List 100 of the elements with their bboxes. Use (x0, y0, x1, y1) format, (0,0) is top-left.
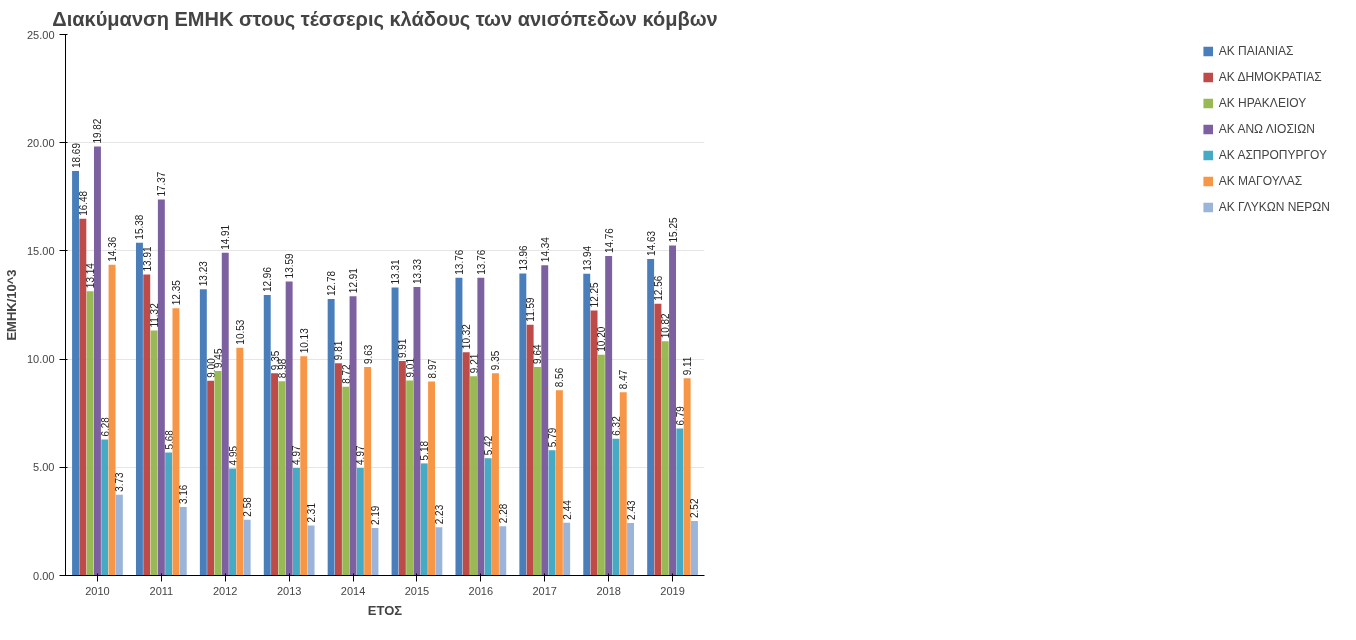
x-tick-label: 2017 (532, 584, 557, 597)
data-label: 5.18 (419, 440, 431, 461)
data-label: 14.91 (220, 224, 232, 250)
data-label: 12.35 (170, 279, 182, 306)
bar (470, 376, 478, 576)
bar (541, 265, 549, 576)
data-label: 10.82 (660, 312, 672, 339)
bar (398, 361, 406, 576)
x-tick-label: 2011 (149, 584, 174, 597)
data-label: 16.48 (77, 190, 89, 216)
bar (406, 380, 414, 576)
data-label: 2.28 (497, 503, 509, 524)
data-label: 13.31 (390, 259, 402, 285)
bar (435, 527, 443, 576)
bar (484, 458, 492, 576)
bar (307, 525, 315, 576)
bar (101, 439, 109, 576)
data-label: 19.82 (92, 118, 104, 144)
data-label: 11.59 (525, 296, 537, 322)
data-label: 13.33 (411, 258, 423, 285)
data-label: 13.94 (581, 245, 593, 271)
data-label: 12.78 (326, 270, 338, 296)
bar (619, 392, 627, 576)
bar (605, 256, 613, 576)
data-label: 9.35 (490, 350, 502, 371)
data-label: 8.56 (554, 367, 566, 388)
bar (86, 291, 94, 576)
data-label: 13.14 (85, 262, 97, 289)
data-label: 9.91 (397, 338, 409, 359)
bar (533, 366, 541, 576)
bar (647, 258, 655, 576)
bar (477, 277, 485, 576)
bar (690, 520, 698, 576)
bar (676, 428, 684, 576)
bar (327, 298, 335, 576)
bar (612, 438, 620, 576)
data-label: 8.72 (340, 363, 352, 384)
bar (271, 373, 279, 576)
bar (285, 281, 293, 576)
data-label: 3.73 (114, 471, 126, 492)
data-label: 13.76 (453, 249, 465, 275)
legend-label: ΑΚ ΗΡΑΚΛΕΙΟΥ (1218, 96, 1307, 110)
bar (356, 467, 364, 576)
legend-label: ΑΚ ΓΛΥΚΩΝ ΝΕΡΩΝ (1218, 200, 1330, 214)
data-label: 13.91 (141, 246, 153, 272)
bar (334, 363, 342, 576)
x-tick-label: 2015 (404, 584, 430, 597)
data-label: 12.25 (589, 281, 601, 308)
data-label: 2.19 (369, 505, 381, 526)
bar (214, 371, 222, 576)
bar (428, 381, 436, 576)
data-label: 8.47 (618, 369, 630, 390)
legend-label: ΑΚ ΜΑΓΟΥΛΑΣ (1218, 174, 1303, 188)
bar (583, 273, 591, 576)
bar (207, 380, 215, 576)
data-label: 12.91 (348, 267, 360, 294)
bar (555, 390, 563, 576)
bar (669, 245, 677, 576)
data-label: 13.59 (284, 252, 296, 279)
bar (263, 295, 271, 576)
data-label: 4.95 (227, 445, 239, 466)
bar (462, 352, 470, 576)
bar (627, 522, 635, 576)
x-tick-label: 2019 (660, 584, 685, 597)
x-tick-label: 2016 (468, 584, 494, 597)
data-label: 5.79 (547, 427, 559, 448)
data-label: 2.44 (561, 499, 573, 520)
bar (115, 494, 123, 576)
bar (236, 347, 244, 576)
bar (683, 378, 691, 576)
legend-label: ΑΚ ΠΑΙΑΝΙΑΣ (1218, 44, 1294, 58)
bar (243, 519, 251, 576)
bar (143, 274, 151, 576)
data-label: 3.16 (178, 484, 190, 505)
data-label: 14.34 (539, 236, 551, 263)
x-tick-label: 2014 (340, 584, 366, 597)
data-label: 9.81 (333, 340, 345, 361)
bar (391, 287, 399, 576)
legend-label: ΑΚ ΑΝΩ ΛΙΟΣΙΩΝ (1218, 122, 1315, 136)
bar (661, 341, 669, 576)
data-label: 4.97 (291, 445, 303, 465)
data-label: 6.32 (610, 415, 622, 436)
bar (413, 287, 421, 576)
y-tick-label: 15.00 (26, 244, 55, 257)
data-label: 8.97 (426, 358, 438, 379)
bar (563, 522, 571, 576)
bar (199, 289, 207, 576)
bar (519, 273, 527, 576)
bar (371, 528, 379, 576)
data-label: 14.76 (603, 227, 615, 254)
data-label: 15.38 (134, 214, 146, 240)
y-tick-label: 20.00 (26, 136, 55, 149)
bar (548, 450, 556, 576)
data-label: 13.76 (475, 249, 487, 275)
bar (364, 367, 372, 576)
data-label: 9.01 (404, 357, 416, 378)
chart-title: Διακύμανση ΕΜΗΚ στους τέσσερις κλάδους των ανισόπεδων κόμβων (52, 7, 718, 30)
bar (135, 242, 143, 576)
bar (597, 354, 605, 576)
data-label: 18.69 (70, 142, 82, 169)
